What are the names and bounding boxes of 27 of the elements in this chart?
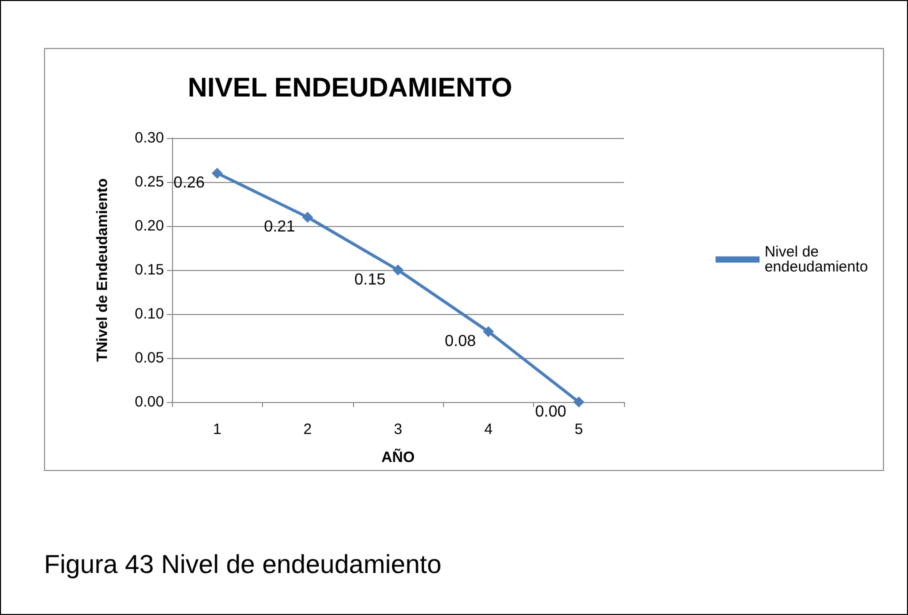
point [392, 264, 404, 276]
x-axis-title: AÑO [381, 448, 415, 466]
y-tick-label: 0.00 [134, 394, 164, 410]
x-tick-label: 2 [303, 421, 312, 438]
data-label: 0.26 [174, 174, 205, 192]
x-tick-label: 3 [394, 421, 402, 438]
x-tick-label: 5 [574, 421, 583, 438]
chart-title: NIVEL ENDEUDAMIENTO [188, 72, 512, 102]
data-label: 0.15 [354, 272, 386, 288]
y-tick-label: 0.10 [134, 306, 164, 322]
y-tick-label: 0.15 [134, 262, 164, 278]
point [212, 168, 223, 179]
point [573, 396, 584, 408]
text: Figura 43 Nivel de endeudamiento [44, 549, 442, 580]
point [302, 212, 314, 223]
y-tick-label: 0.05 [134, 350, 164, 366]
x-tick-label: 1 [213, 421, 222, 438]
y-axis-title: TNivel de Endeudamiento [94, 178, 111, 362]
data-label: 0.21 [264, 218, 296, 236]
y-tick-label: 0.30 [134, 130, 164, 146]
legend-label: Nivel de endeudamiento [764, 244, 868, 276]
x-tick-label: 4 [484, 421, 493, 438]
y-tick-label: 0.25 [134, 174, 164, 190]
point [482, 326, 494, 338]
data-label: 0.00 [535, 404, 566, 420]
y-tick-label: 0.20 [134, 218, 164, 234]
data-label: 0.08 [444, 333, 476, 350]
